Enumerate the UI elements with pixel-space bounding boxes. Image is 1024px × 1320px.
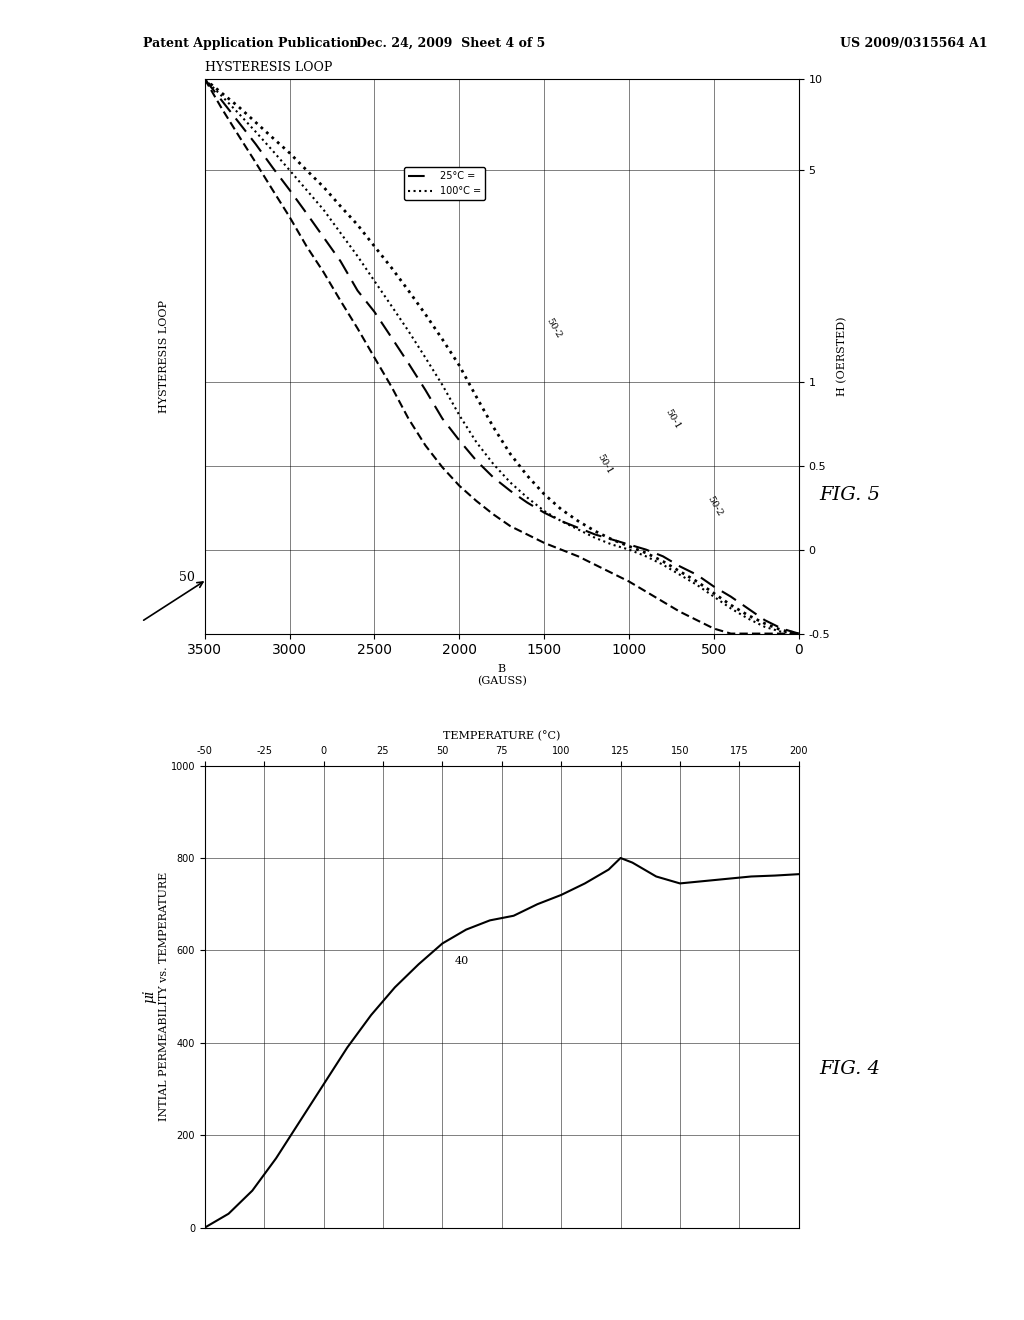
X-axis label: TEMPERATURE (°C): TEMPERATURE (°C): [443, 730, 560, 741]
Text: 50: 50: [179, 570, 196, 583]
Text: US 2009/0315564 A1: US 2009/0315564 A1: [840, 37, 987, 50]
Text: INTIAL PERMEABILITY vs. TEMPERATURE: INTIAL PERMEABILITY vs. TEMPERATURE: [159, 873, 169, 1121]
Text: 50-2: 50-2: [706, 495, 724, 517]
Text: 50-1: 50-1: [663, 408, 682, 430]
Text: Dec. 24, 2009  Sheet 4 of 5: Dec. 24, 2009 Sheet 4 of 5: [356, 37, 545, 50]
X-axis label: B
(GAUSS): B (GAUSS): [477, 664, 526, 686]
Legend: 25°C =, 100°C =: 25°C =, 100°C =: [404, 168, 485, 199]
Text: FIG. 4: FIG. 4: [819, 1060, 881, 1078]
Text: HYSTERESIS LOOP: HYSTERESIS LOOP: [159, 300, 169, 413]
Y-axis label: H (OERSTED): H (OERSTED): [837, 317, 847, 396]
Text: HYSTERESIS LOOP: HYSTERESIS LOOP: [205, 61, 332, 74]
Text: 40: 40: [455, 956, 469, 966]
Text: FIG. 5: FIG. 5: [819, 486, 881, 504]
Text: Patent Application Publication: Patent Application Publication: [143, 37, 358, 50]
Text: 50-2: 50-2: [544, 315, 563, 339]
Y-axis label: μi: μi: [142, 990, 157, 1003]
Text: 50-1: 50-1: [595, 453, 613, 477]
